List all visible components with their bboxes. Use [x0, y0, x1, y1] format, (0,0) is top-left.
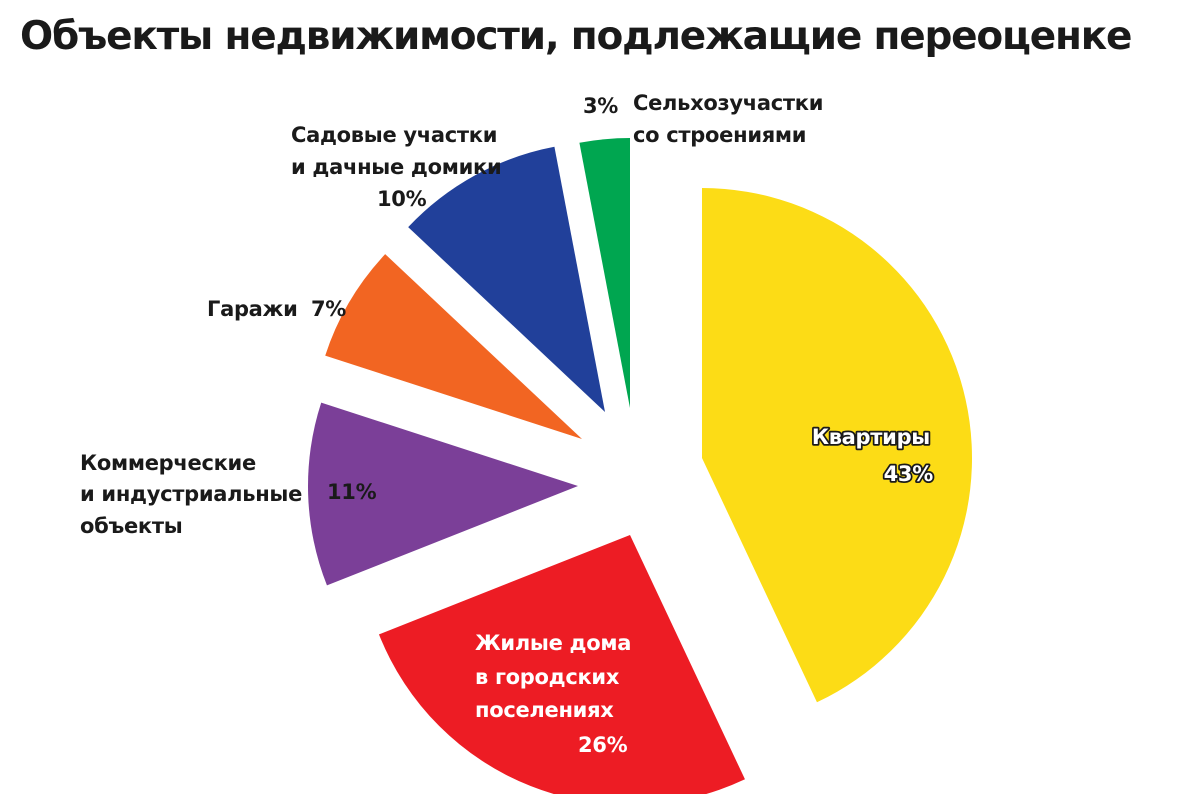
slice-label-sadovye-line-2: и дачные домики: [291, 155, 501, 179]
slice-label-garazhi: Гаражи: [207, 297, 298, 321]
slice-value-zhilye-doma: 26%: [578, 733, 628, 757]
slice-value-kvartiry: 43%: [884, 462, 934, 486]
slice-label-zhilye-doma-line-1: Жилые дома: [475, 631, 631, 655]
pie-slice-kvartiry: [702, 188, 972, 703]
chart-title: Объекты недвижимости, подлежащие переоце…: [20, 14, 1132, 59]
slice-label-zhilye-doma-line-3: поселениях: [475, 698, 614, 722]
pie-slice-sadovye: [408, 146, 605, 412]
slice-label-zhilye-doma: Жилые дома в городских поселениях: [475, 631, 638, 722]
slice-label-sadovye: Садовые участки и дачные домики: [291, 123, 504, 179]
slice-value-selkhoz: 3%: [583, 94, 618, 118]
slice-label-kommercheskie-line-3: объекты: [80, 514, 182, 538]
slice-label-selkhoz-line-1: Сельхозучастки: [633, 91, 823, 115]
pie-slice-zhilye-doma: [378, 535, 745, 794]
slice-label-selkhoz: Сельхозучастки со строениями: [633, 91, 830, 147]
pie-slice-kommercheskie: [308, 402, 578, 586]
slice-label-kvartiry: Квартиры: [812, 425, 930, 449]
pie-slice-garazhi: [325, 254, 582, 439]
slice-label-zhilye-doma-line-2: в городских: [475, 665, 620, 689]
pie-slice-selkhoz: [579, 138, 630, 408]
slice-label-kvartiry-line-1: Квартиры: [812, 425, 930, 449]
slice-value-garazhi: 7%: [311, 297, 346, 321]
slice-label-selkhoz-line-2: со строениями: [633, 123, 806, 147]
slice-value-sadovye: 10%: [377, 187, 427, 211]
slice-label-kommercheskie: Коммерческие и индустриальные объекты: [80, 451, 309, 538]
slice-value-kommercheskie: 11%: [327, 480, 377, 504]
slice-label-sadovye-line-1: Садовые участки: [291, 123, 497, 147]
slice-label-kommercheskie-line-2: и индустриальные: [80, 482, 302, 506]
slice-label-kommercheskie-line-1: Коммерческие: [80, 451, 256, 475]
